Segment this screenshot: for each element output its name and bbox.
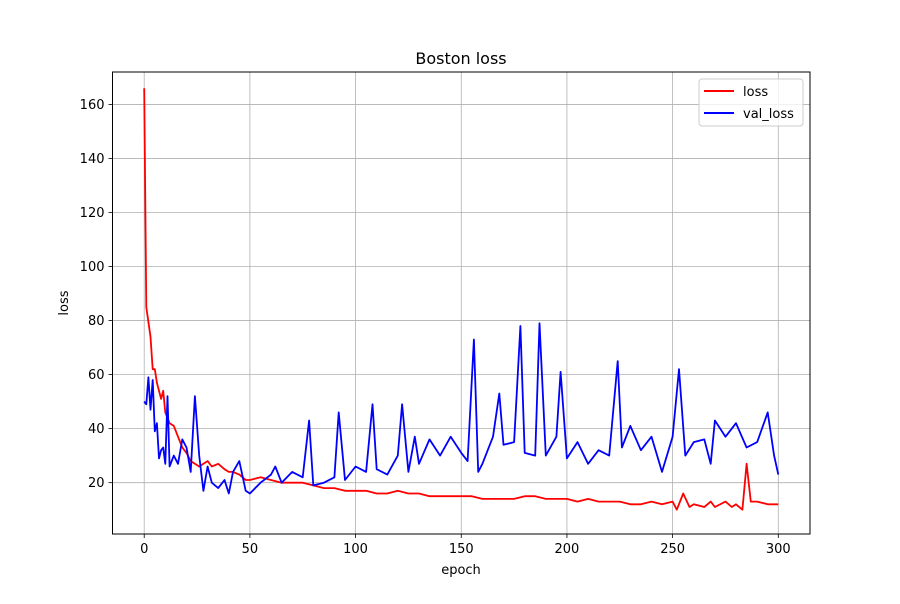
y-tick-label: 120	[80, 206, 105, 221]
y-tick-label: 100	[80, 260, 105, 275]
x-axis-ticks: 0 50 100 150 200 250 300	[140, 534, 791, 557]
x-tick-label: 50	[242, 542, 259, 557]
x-axis-label: epoch	[441, 563, 481, 578]
y-tick-label: 80	[88, 314, 105, 329]
y-axis-ticks: 20 40 60 80 100 120 140 160	[80, 98, 113, 491]
x-tick-label: 300	[766, 542, 791, 557]
y-tick-label: 20	[88, 476, 105, 491]
x-tick-label: 150	[449, 542, 474, 557]
x-tick-label: 100	[343, 542, 368, 557]
x-tick-label: 200	[555, 542, 580, 557]
legend-label-val-loss: val_loss	[743, 107, 794, 122]
legend-label-loss: loss	[743, 85, 768, 100]
y-axis-label: loss	[57, 290, 72, 315]
series-lines	[143, 88, 780, 511]
x-tick-label: 250	[660, 542, 685, 557]
y-tick-label: 160	[80, 98, 105, 113]
legend: loss val_loss	[698, 78, 804, 127]
x-tick-label: 0	[140, 542, 148, 557]
series-line-val-loss	[143, 322, 780, 495]
y-tick-label: 140	[80, 152, 105, 167]
y-tick-label: 40	[88, 422, 105, 437]
chart-title: Boston loss	[415, 49, 506, 68]
y-tick-label: 60	[88, 368, 105, 383]
grid	[112, 72, 810, 534]
series-line-loss	[143, 88, 779, 511]
